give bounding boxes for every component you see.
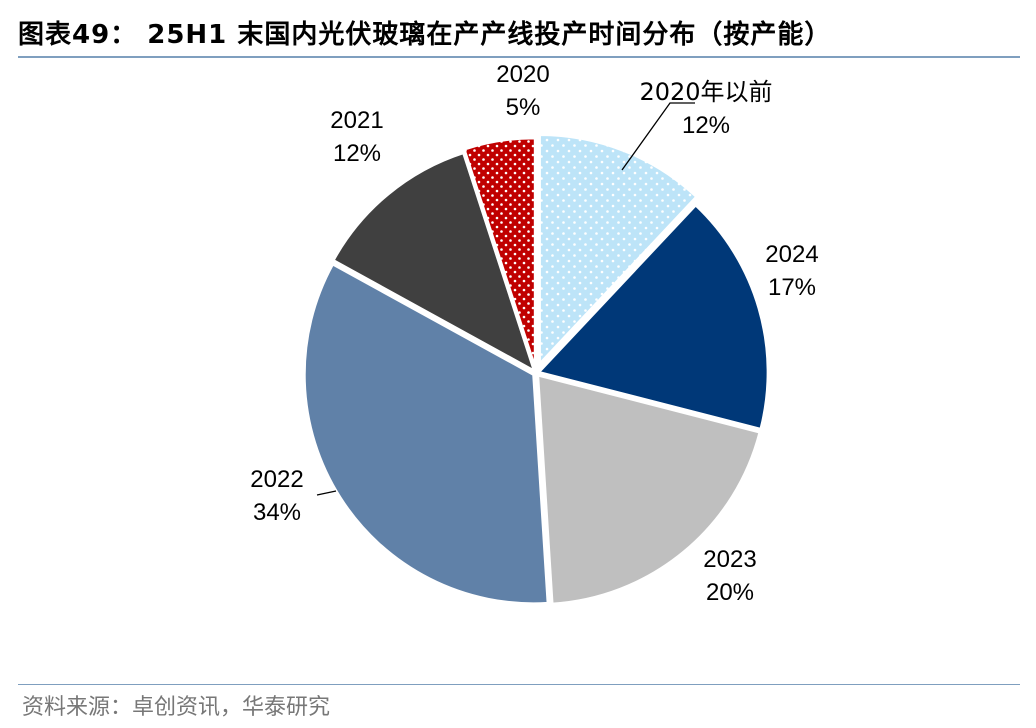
- slice-label-percent: 12%: [682, 112, 730, 139]
- pie-slice-2024: [536, 203, 770, 431]
- footer-divider: [18, 684, 1020, 685]
- chart-title: 图表49： 25H1 末国内光伏玻璃在产产线投产时间分布（按产能）: [18, 20, 832, 50]
- slice-label-percent: 5%: [506, 94, 541, 121]
- slice-label-name: 2021: [330, 107, 383, 134]
- source-note: 资料来源：卓创资讯，华泰研究: [22, 695, 331, 720]
- leader-line: [621, 102, 695, 171]
- slice-label-percent: 34%: [253, 499, 301, 526]
- pie-slice-2022: [303, 262, 550, 605]
- slice-label-name: 2020: [496, 61, 549, 88]
- leader-line: [316, 490, 337, 496]
- slice-label-name: 2024: [765, 241, 818, 268]
- title-divider: [18, 56, 1020, 58]
- pie-slice-2020年以前: [538, 133, 699, 367]
- pie-slice-2020: [462, 136, 537, 368]
- slice-labels: 2020年以前 12% 2024 17% 2023 20% 2022 34% 2021 12% 20…: [250, 61, 818, 606]
- slice-label-name: 2022: [250, 466, 303, 493]
- pie-slice-2023: [536, 373, 762, 606]
- leader-lines: [316, 102, 695, 496]
- slice-label-name: 2020年以前: [639, 78, 772, 106]
- slice-label-percent: 12%: [333, 140, 381, 167]
- slice-label-percent: 17%: [768, 274, 816, 301]
- pie-slice-2021: [331, 151, 537, 374]
- slice-label-name: 2023: [703, 546, 756, 573]
- slice-label-percent: 20%: [706, 579, 754, 606]
- pie-slices: [303, 133, 770, 606]
